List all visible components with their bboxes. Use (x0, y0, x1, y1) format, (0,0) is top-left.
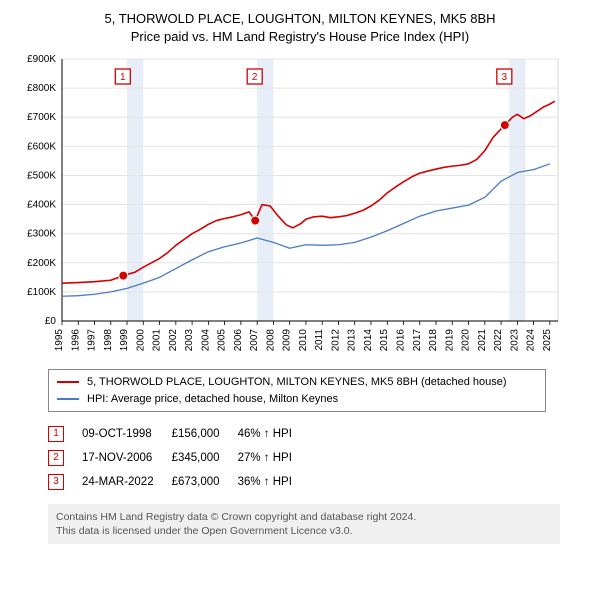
svg-text:2024: 2024 (526, 329, 537, 352)
svg-text:£300K: £300K (27, 229, 56, 240)
sale-date: 24-MAR-2022 (82, 470, 172, 494)
svg-text:2006: 2006 (233, 329, 244, 352)
svg-text:2025: 2025 (542, 329, 553, 352)
svg-text:3: 3 (502, 72, 508, 83)
svg-text:2015: 2015 (379, 329, 390, 352)
footer-line-1: Contains HM Land Registry data © Crown c… (56, 510, 552, 524)
svg-text:1996: 1996 (70, 329, 81, 352)
svg-text:2010: 2010 (298, 329, 309, 352)
legend: 5, THORWOLD PLACE, LOUGHTON, MILTON KEYN… (48, 369, 546, 412)
svg-text:2011: 2011 (314, 329, 325, 351)
title-line-1: 5, THORWOLD PLACE, LOUGHTON, MILTON KEYN… (10, 10, 590, 28)
svg-text:2020: 2020 (461, 329, 472, 352)
legend-label: 5, THORWOLD PLACE, LOUGHTON, MILTON KEYN… (87, 374, 507, 391)
footer-line-2: This data is licensed under the Open Gov… (56, 524, 552, 538)
chart-title-block: 5, THORWOLD PLACE, LOUGHTON, MILTON KEYN… (10, 10, 590, 45)
sale-date: 09-OCT-1998 (82, 422, 172, 446)
sale-marker-box: 1 (48, 426, 64, 442)
footer-attribution: Contains HM Land Registry data © Crown c… (48, 504, 560, 544)
sale-price: £345,000 (172, 446, 238, 470)
svg-text:£800K: £800K (27, 83, 56, 94)
svg-text:£900K: £900K (27, 54, 56, 65)
svg-text:2007: 2007 (249, 329, 260, 352)
sale-price: £673,000 (172, 470, 238, 494)
price-chart: £0 £100K £200K £300K £400K £500K £600K £700K £80… (10, 51, 570, 361)
svg-text:2013: 2013 (347, 329, 358, 352)
sale-delta: 27% ↑ HPI (238, 446, 310, 470)
legend-swatch (57, 398, 79, 400)
svg-text:2004: 2004 (200, 329, 211, 352)
svg-text:2002: 2002 (168, 329, 179, 352)
legend-swatch (57, 381, 79, 383)
table-row: 2 17-NOV-2006£345,00027% ↑ HPI (48, 446, 310, 470)
svg-text:£500K: £500K (27, 171, 56, 182)
svg-text:2021: 2021 (477, 329, 488, 352)
sale-marker-box: 3 (48, 474, 64, 490)
svg-text:£200K: £200K (27, 258, 56, 269)
svg-text:2019: 2019 (444, 329, 455, 352)
legend-item: HPI: Average price, detached house, Milt… (57, 391, 537, 408)
sale-delta: 36% ↑ HPI (238, 470, 310, 494)
svg-text:2017: 2017 (412, 329, 423, 352)
svg-text:1: 1 (120, 72, 126, 83)
legend-item: 5, THORWOLD PLACE, LOUGHTON, MILTON KEYN… (57, 374, 537, 391)
svg-text:£400K: £400K (27, 200, 56, 211)
sale-date: 17-NOV-2006 (82, 446, 172, 470)
svg-text:£100K: £100K (27, 287, 56, 298)
svg-text:2: 2 (252, 72, 258, 83)
svg-text:2003: 2003 (184, 329, 195, 352)
table-row: 3 24-MAR-2022£673,00036% ↑ HPI (48, 470, 310, 494)
svg-text:£0: £0 (45, 316, 57, 327)
svg-text:2016: 2016 (396, 329, 407, 352)
svg-text:2005: 2005 (217, 329, 228, 352)
title-line-2: Price paid vs. HM Land Registry's House … (10, 28, 590, 46)
svg-text:2023: 2023 (509, 329, 520, 352)
sale-price: £156,000 (172, 422, 238, 446)
svg-text:2009: 2009 (282, 329, 293, 352)
svg-text:2022: 2022 (493, 329, 504, 352)
svg-text:2018: 2018 (428, 329, 439, 352)
chart-container: £0 £100K £200K £300K £400K £500K £600K £700K £80… (10, 51, 590, 361)
svg-text:£700K: £700K (27, 112, 56, 123)
svg-text:1999: 1999 (119, 329, 130, 352)
svg-text:1998: 1998 (103, 329, 114, 352)
svg-text:2001: 2001 (152, 329, 163, 352)
sale-marker-box: 2 (48, 450, 64, 466)
svg-text:2000: 2000 (135, 329, 146, 352)
svg-text:2008: 2008 (265, 329, 276, 352)
svg-text:2012: 2012 (330, 329, 341, 352)
table-row: 1 09-OCT-1998£156,00046% ↑ HPI (48, 422, 310, 446)
svg-text:1997: 1997 (87, 329, 98, 352)
svg-text:2014: 2014 (363, 329, 374, 352)
svg-text:£600K: £600K (27, 141, 56, 152)
legend-label: HPI: Average price, detached house, Milt… (87, 391, 338, 408)
sale-delta: 46% ↑ HPI (238, 422, 310, 446)
sales-table: 1 09-OCT-1998£156,00046% ↑ HPI 2 17-NOV-200… (48, 422, 310, 494)
svg-text:1995: 1995 (54, 329, 65, 352)
